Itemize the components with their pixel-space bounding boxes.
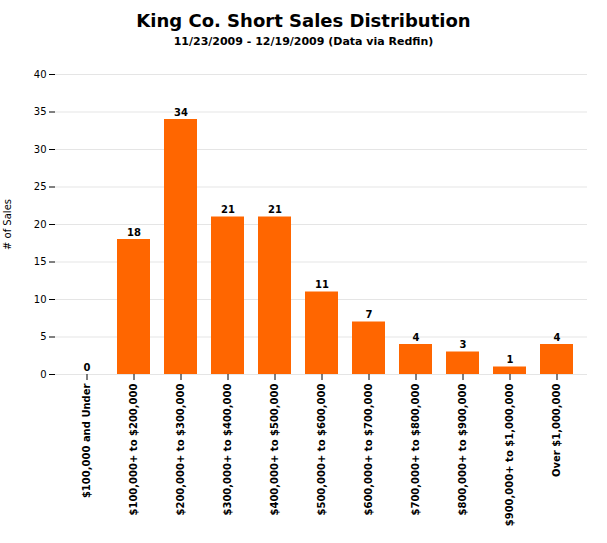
svg-text:3: 3 xyxy=(460,339,467,350)
svg-text:20: 20 xyxy=(34,219,47,230)
svg-text:15: 15 xyxy=(34,256,47,267)
svg-text:10: 10 xyxy=(34,294,47,305)
svg-text:0: 0 xyxy=(40,369,46,380)
svg-text:30: 30 xyxy=(34,144,47,155)
svg-text:18: 18 xyxy=(127,227,141,238)
svg-text:$100,000 and Under: $100,000 and Under xyxy=(81,383,92,498)
svg-text:$200,000+ to $300,000: $200,000+ to $300,000 xyxy=(175,383,186,515)
html-text:11/23/2009 - 12/19/2009 (Data: 11/23/2009 - 12/19/2009 (Data via Redfin… xyxy=(173,35,434,48)
svg-text:$400,000+ to $500,000: $400,000+ to $500,000 xyxy=(269,383,280,515)
svg-text:5: 5 xyxy=(40,331,46,342)
svg-text:$600,000+ to $700,000: $600,000+ to $700,000 xyxy=(363,383,374,515)
svg-text:$100,000+ to $200,000: $100,000+ to $200,000 xyxy=(128,383,139,515)
svg-text:25: 25 xyxy=(34,181,47,192)
svg-text:$800,000+ to $900,000: $800,000+ to $900,000 xyxy=(457,383,468,515)
svg-text:# of Sales: # of Sales xyxy=(2,199,13,250)
svg-text:4: 4 xyxy=(413,332,420,343)
svg-text:$900,000+ to $1,000,000: $900,000+ to $1,000,000 xyxy=(504,383,515,526)
svg-text:Over $1,000,000: Over $1,000,000 xyxy=(551,383,562,477)
svg-text:1: 1 xyxy=(507,354,514,365)
svg-text:35: 35 xyxy=(34,106,47,117)
svg-text:$500,000+ to $600,000: $500,000+ to $600,000 xyxy=(316,383,327,515)
svg-text:40: 40 xyxy=(34,69,47,80)
svg-text:$300,000+ to $400,000: $300,000+ to $400,000 xyxy=(222,383,233,515)
svg-text:7: 7 xyxy=(366,309,373,320)
html-text:King Co. Short Sales Distribut: King Co. Short Sales Distribution xyxy=(136,10,471,31)
svg-text:21: 21 xyxy=(268,204,282,215)
svg-text:21: 21 xyxy=(221,204,235,215)
svg-text:34: 34 xyxy=(174,107,188,118)
svg-text:$700,000+ to $800,000: $700,000+ to $800,000 xyxy=(410,383,421,515)
svg-text:4: 4 xyxy=(554,332,561,343)
svg-text:11: 11 xyxy=(315,279,329,290)
svg-text:0: 0 xyxy=(84,362,91,373)
